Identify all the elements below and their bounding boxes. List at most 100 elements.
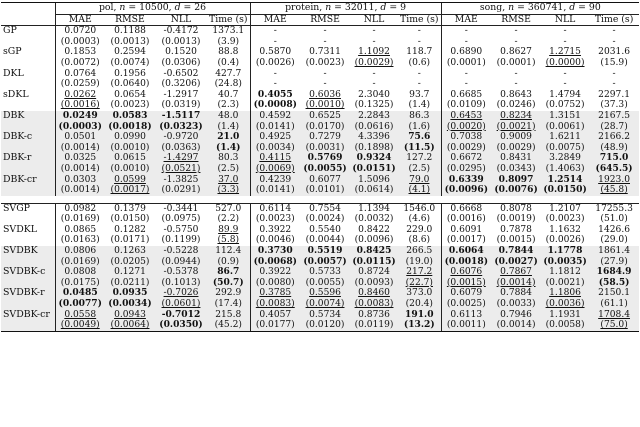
metric-std: (0.0177)	[249, 320, 301, 332]
metric-std: (0.0003)	[54, 36, 105, 48]
method-name: SVDKL	[3, 223, 37, 235]
metric-value: 0.3730	[249, 245, 301, 257]
metric-value: 86.3	[398, 110, 442, 122]
metric-value: 266.5	[398, 246, 442, 257]
metric-value: 0.0865	[54, 224, 105, 236]
metric-header-mae: MAE	[440, 14, 492, 27]
metric-std: (0.0068)	[249, 256, 301, 268]
metric-value: 1.1778	[541, 245, 590, 257]
metric-value: -1.3825	[155, 174, 207, 186]
metric-std: (0.0323)	[155, 121, 207, 133]
metric-value: 1.5096	[350, 174, 399, 186]
metric-value: -	[440, 25, 492, 37]
metric-header-nll: NLL	[541, 14, 590, 27]
metric-std: (0.0616)	[350, 121, 399, 133]
metric-std: (0.0170)	[300, 121, 351, 133]
metric-value: 0.5540	[309, 224, 341, 235]
metric-std: (0.0975)	[161, 214, 201, 225]
metric-std: (0.0000)	[545, 57, 585, 68]
metric-value: 0.1188	[114, 26, 146, 37]
metric-value: 48.0	[207, 110, 251, 122]
metric-std: (51.0)	[600, 214, 628, 225]
table-row: SVDBK 0.0806 0.1263 -0.5228 112.4 0.3730 0.551…	[1, 245, 640, 257]
section-separator	[1, 195, 640, 204]
metric-std: (0.0019)	[496, 214, 536, 225]
metric-value: -0.6502	[163, 68, 199, 79]
metric-header-rmse: RMSE	[491, 14, 542, 27]
metric-std: (0.0033)	[491, 299, 542, 310]
metric-value: -	[323, 68, 327, 79]
metric-header-rmse: RMSE	[300, 14, 351, 27]
metric-value: 0.7946	[491, 309, 542, 321]
method-name: sDKL	[3, 88, 29, 100]
metric-value: 1373.1	[212, 26, 245, 37]
metric-std: (37.3)	[600, 100, 628, 111]
metric-value: -1.2917	[163, 89, 199, 100]
metric-std: (0.0150)	[541, 184, 590, 196]
metric-value: 0.0558	[54, 309, 105, 321]
metric-std: (0.0034)	[249, 142, 301, 154]
metric-value: 0.6114	[249, 203, 301, 215]
metric-value: 0.4592	[249, 110, 301, 122]
metric-value: -0.9720	[155, 132, 207, 143]
metric-value: 0.3922	[249, 224, 301, 236]
metric-std: (0.0011)	[440, 320, 492, 332]
metric-value: 0.0720	[54, 25, 105, 37]
metric-std: (0.0109)	[440, 100, 492, 111]
metric-value: 0.1379	[114, 203, 146, 214]
metric-std: (0.0008)	[249, 100, 301, 111]
method-name: SVDBK-c	[1, 267, 55, 278]
table-row: (0.0049) (0.0064) (0.0350) (45.2) (0.0177) (0…	[1, 319, 640, 332]
metric-value: 1426.6	[598, 224, 630, 235]
metric-std: (0.0057)	[300, 256, 351, 268]
metric-header-mae: MAE	[54, 14, 105, 27]
metric-value: 0.0990	[105, 132, 155, 143]
table-row: GP 0.0720 0.1188 -0.4172 1373.1- - - - - - - -	[1, 25, 639, 37]
metric-std: (0.0150)	[110, 214, 150, 225]
metric-std: (0.0175)	[54, 277, 105, 289]
metric-std: (29.0)	[600, 235, 628, 246]
metric-value: 217.2	[398, 267, 442, 278]
table-row: (0.0077) (0.0034) (0.0601) (17.4) (0.0083) (0…	[1, 298, 640, 310]
metric-value: 0.0325	[54, 153, 105, 164]
metric-std: (0.0010)	[105, 142, 155, 154]
metric-value: 1.1632	[549, 224, 581, 235]
metric-value: 1.1931	[541, 309, 590, 321]
metric-std: (0.0035)	[541, 256, 590, 268]
metric-std: (0.0120)	[300, 320, 351, 332]
metric-std: (0.0029)	[491, 142, 542, 154]
metric-std: (0.0001)	[440, 57, 492, 69]
metric-std: (0.0023)	[110, 100, 150, 111]
metric-std: (0.0211)	[105, 277, 155, 289]
metric-value: 0.0249	[54, 110, 105, 122]
metric-std: (0.0010)	[305, 100, 345, 111]
metric-std: -	[612, 79, 616, 90]
metric-value: 1923.0	[589, 174, 640, 186]
metric-std: (2.5)	[207, 163, 251, 175]
metric-value: -	[323, 26, 327, 37]
metric-value: 1861.4	[589, 246, 640, 257]
table-row: sDKL 0.0262 0.0654 -1.2917 40.7 0.4055 0.6036 2…	[1, 88, 639, 101]
metric-std: (0.0013)	[161, 36, 201, 47]
metric-std: -	[563, 36, 567, 47]
metric-std: (4.6)	[408, 214, 431, 225]
metric-std: -	[372, 36, 376, 47]
metric-value: -	[249, 25, 301, 37]
metric-std: (0.0015)	[496, 235, 536, 246]
table-row: SVGP 0.0982 0.1379 -0.3441 527.0 0.6114 0.7554…	[1, 203, 639, 215]
table-row: (0.0016) (0.0023) (0.0319) (2.3) (0.0008) (0.…	[1, 100, 639, 111]
metric-std: (0.0055)	[300, 277, 351, 289]
metric-std: (0.0944)	[155, 256, 207, 268]
metric-value: -0.5750	[163, 224, 199, 235]
metric-std: (3.3)	[207, 185, 251, 196]
metric-value: 0.7279	[300, 132, 351, 143]
table-row: (0.0003) (0.0013) (0.0013) (3.9) - - - - - - - -	[1, 36, 639, 48]
metric-value: 2.2843	[350, 110, 399, 122]
metric-std: (0.0343)	[491, 163, 542, 175]
metric-value: 1684.9	[589, 266, 640, 278]
metric-value: 0.5870	[249, 47, 301, 58]
metric-std: (0.0034)	[105, 298, 155, 310]
dataset-header-protein: protein, n = 32011, d = 9	[249, 2, 442, 15]
metric-header-time-s: Time (s)	[398, 14, 442, 27]
method-name: GP	[3, 25, 17, 37]
